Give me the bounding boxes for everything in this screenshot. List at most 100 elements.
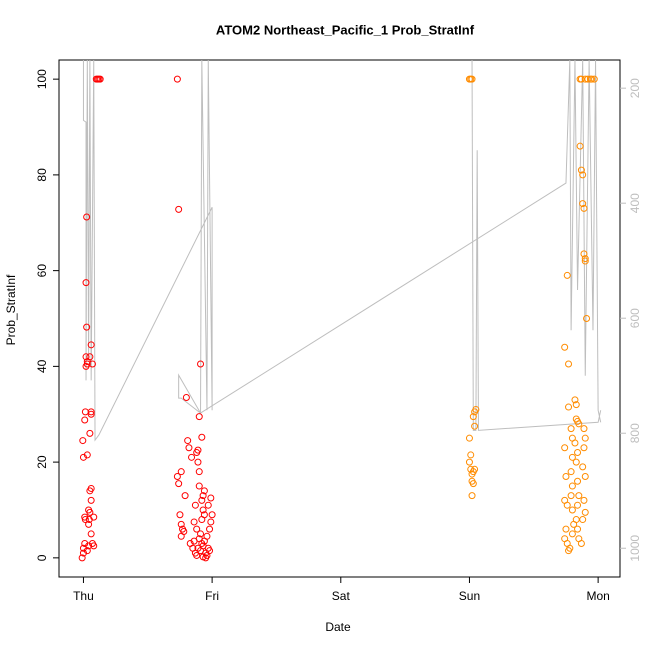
point [574,477,582,485]
point [581,472,589,480]
y2-tick-label: 200 [628,78,642,98]
point [90,542,98,550]
point [83,213,91,221]
x-tick-label: Sat [332,589,351,603]
point [87,530,95,538]
point [206,525,214,533]
point [199,506,207,514]
x-axis-label: Date [325,620,351,634]
point [83,360,91,368]
point [194,458,202,466]
point [190,518,198,526]
point [83,451,91,459]
point [86,353,94,361]
point [79,549,87,557]
point [468,75,476,83]
point [173,75,181,83]
line [82,59,602,442]
x-tick-label: Thu [73,589,94,603]
y-tick-label: 40 [35,359,49,373]
point [82,353,90,361]
point [208,511,216,519]
point [197,530,205,538]
point [81,539,89,547]
point [90,513,98,521]
point [467,451,475,459]
point [182,393,190,401]
point [194,446,202,454]
point [471,422,479,430]
point [574,501,582,509]
point [81,516,89,524]
point [193,551,201,559]
point [199,553,207,561]
point [87,484,95,492]
point [561,343,569,351]
point [565,403,573,411]
point [81,416,89,424]
point [579,200,587,208]
point [176,511,184,519]
point [87,496,95,504]
point [568,530,576,538]
point [571,396,579,404]
point [198,496,206,504]
point [81,408,89,416]
y2-tick-label: 800 [628,423,642,443]
point [465,434,473,442]
point [465,458,473,466]
point [588,75,596,83]
point [195,413,203,421]
point [203,532,211,540]
point [79,437,87,445]
point [193,525,201,533]
point [472,405,480,413]
point [572,401,580,409]
point [572,458,580,466]
y-tick-label: 80 [35,168,49,182]
point [177,520,185,528]
point [173,472,181,480]
point [177,468,185,476]
point [191,501,199,509]
point [181,492,189,500]
point [562,525,570,533]
point [468,492,476,500]
point [590,75,598,83]
point [565,360,573,368]
point [200,487,208,495]
plot-frame [58,59,621,578]
point [563,501,571,509]
point [85,542,93,550]
point [197,360,205,368]
y-tick-label: 0 [35,554,49,561]
point [566,544,574,552]
point [580,425,588,433]
y2-tick-label: 400 [628,193,642,213]
point [184,437,192,445]
x-tick-label: Sun [459,589,480,603]
point [580,444,588,452]
point [207,494,215,502]
point [79,453,87,461]
x-tick-label: Fri [205,589,219,603]
point [579,171,587,179]
point [177,532,185,540]
point [207,518,215,526]
y-tick-label: 20 [35,455,49,469]
point [198,516,206,524]
point [83,323,91,331]
point [568,482,576,490]
point [581,255,589,263]
point [185,444,193,452]
x-tick-label: Mon [586,589,609,603]
point [580,204,588,212]
point [563,271,571,279]
point [199,492,207,500]
point [571,439,579,447]
point [87,410,95,418]
point [580,250,588,258]
point [567,425,575,433]
point [575,420,583,428]
y2-tick-label: 600 [628,308,642,328]
